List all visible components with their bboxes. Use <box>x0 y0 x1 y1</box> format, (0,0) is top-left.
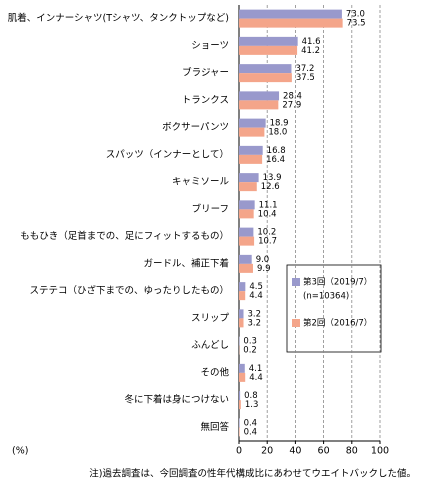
category-label: キャミソール <box>172 177 230 188</box>
bar <box>239 318 244 328</box>
value-label: 13.9 <box>263 173 282 183</box>
value-label: 41.2 <box>301 46 320 56</box>
footnote: 注)過去調査は、今回調査の性年代構成比にあわせてウエイトバックした値。 <box>89 468 416 480</box>
bar <box>239 118 266 128</box>
value-label: 3.2 <box>248 309 262 319</box>
value-label: 0.3 <box>243 337 257 347</box>
bar <box>239 418 240 428</box>
category-label: ステテコ（ひざ下までの、ゆったりしたもの） <box>29 285 229 297</box>
category-label: スリップ <box>191 313 230 324</box>
value-label: 28.4 <box>283 91 302 101</box>
x-tick-label: 20 <box>261 446 273 457</box>
category-label: ショーツ <box>191 40 229 51</box>
bar <box>239 100 279 110</box>
legend-box <box>286 264 382 353</box>
bar <box>239 427 240 437</box>
value-label: 16.4 <box>266 155 285 165</box>
category-label: トランクス <box>182 95 229 106</box>
bar <box>239 282 246 292</box>
bar <box>239 9 342 19</box>
value-label: 10.2 <box>257 228 276 238</box>
bar <box>239 45 298 55</box>
category-label: スパッツ（インナーとして） <box>106 148 229 160</box>
bar <box>239 227 254 237</box>
legend-swatch <box>292 319 300 327</box>
value-label: 0.4 <box>244 418 258 428</box>
bar <box>239 64 292 74</box>
category-label: ももひき（足首までの、足にフィットするもの） <box>20 230 229 242</box>
category-label: 肌着、インナーシャツ(Tシャツ、タンクトップなど) <box>8 12 229 24</box>
category-label: ブラジャー <box>182 67 229 79</box>
value-label: 27.9 <box>282 100 301 110</box>
legend-label: 第3回（2019/7） <box>303 277 372 288</box>
category-label: ガードル、補正下着 <box>143 257 229 269</box>
category-label: その他 <box>200 366 229 378</box>
bar <box>239 391 241 401</box>
bar <box>239 209 254 219</box>
bar <box>239 127 265 137</box>
x-tick-label: 40 <box>289 446 301 457</box>
value-label: 11.1 <box>259 200 278 210</box>
value-label: 18.0 <box>268 128 287 138</box>
bar <box>239 236 255 246</box>
bar <box>239 145 263 155</box>
bar <box>239 182 257 192</box>
value-label: 4.1 <box>249 364 263 374</box>
value-label: 9.9 <box>257 264 271 274</box>
bar <box>239 73 292 83</box>
value-label: 0.8 <box>244 391 258 401</box>
value-label: 73.0 <box>346 10 365 20</box>
value-label: 41.6 <box>302 37 321 47</box>
bar <box>239 309 244 319</box>
bar <box>239 36 298 46</box>
bar <box>239 91 280 101</box>
value-label: 18.9 <box>270 119 289 129</box>
x-tick-label: 100 <box>371 446 389 457</box>
bar <box>239 200 255 210</box>
bar <box>239 254 252 264</box>
bar <box>239 18 343 28</box>
category-label: ボクサーパンツ <box>162 122 229 133</box>
category-label: ブリーフ <box>192 203 229 215</box>
value-label: 10.7 <box>258 237 277 247</box>
value-label: 12.6 <box>261 182 280 192</box>
x-tick-label: 0 <box>236 446 242 457</box>
bar <box>239 400 241 410</box>
bar <box>239 372 246 382</box>
value-label: 4.5 <box>249 282 263 292</box>
value-label: 37.5 <box>296 73 315 83</box>
bar <box>239 363 245 373</box>
value-label: 37.2 <box>295 64 314 74</box>
category-label: 冬に下着は身につけない <box>124 394 229 406</box>
value-label: 16.8 <box>267 146 286 156</box>
value-label: 10.4 <box>258 209 277 219</box>
value-label: 9.0 <box>256 255 270 265</box>
value-label: 73.5 <box>347 19 366 29</box>
x-tick-label: 80 <box>346 446 358 457</box>
value-label: 0.2 <box>243 346 257 356</box>
legend-label: 第2回（2016/7） <box>303 318 372 329</box>
legend-note: (n=10364) <box>303 292 349 302</box>
value-label: 0.4 <box>244 427 258 437</box>
category-label: 無回答 <box>200 421 229 433</box>
bar <box>239 263 253 273</box>
bar <box>239 173 259 183</box>
bar <box>239 291 246 301</box>
value-label: 3.2 <box>248 318 262 328</box>
bar <box>239 154 263 164</box>
legend-swatch <box>292 278 300 286</box>
value-label: 4.4 <box>249 373 263 383</box>
x-axis-label: (%) <box>12 446 28 457</box>
x-tick-label: 60 <box>318 446 330 457</box>
category-label: ふんどし <box>191 340 229 351</box>
value-label: 1.3 <box>245 400 259 410</box>
value-label: 4.4 <box>249 291 263 301</box>
